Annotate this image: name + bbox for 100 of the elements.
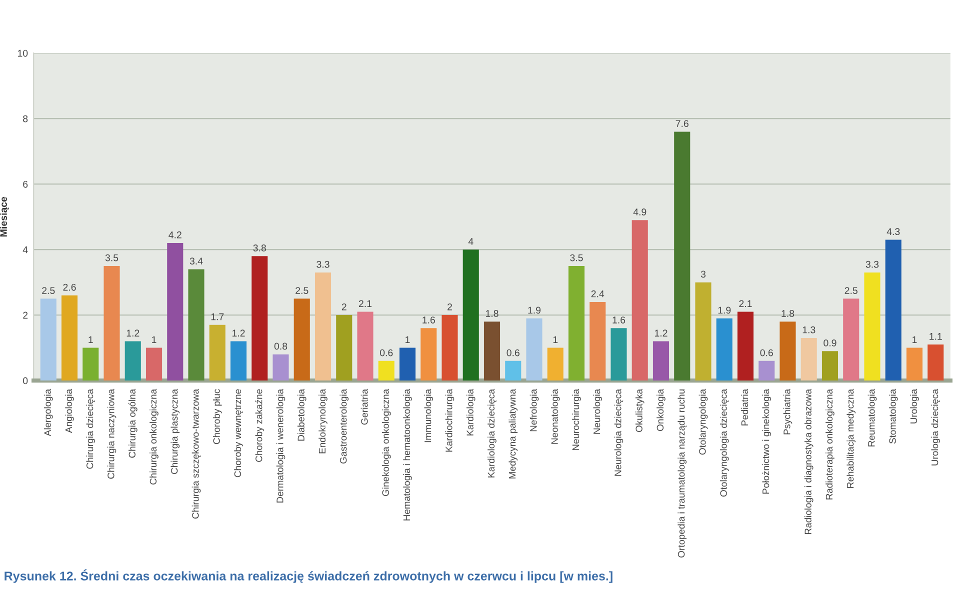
data-label: 3.5 [570,254,583,262]
bar [484,322,500,381]
bar [230,341,247,381]
bar [590,302,606,381]
bar [758,360,775,381]
bar [864,272,880,381]
x-tick-label: Otolaryngologia dziecięca [720,388,729,497]
bar [928,344,944,381]
bar [399,348,416,381]
x-tick-label: Kardiologia dziecięca [488,388,496,478]
bar [442,315,458,381]
bar [146,348,162,381]
x-tick-label: Angiologia [65,388,74,433]
x-tick-label: Nefrologia [530,388,539,432]
data-label: 1 [406,336,410,344]
bar [272,354,289,381]
x-tick-label: Radiologia i diagnostyka obrazowa [804,388,814,534]
x-tick-label: Chirurgia dziecięca [86,388,96,469]
bar [209,324,226,381]
bar [505,360,522,381]
data-label: 1 [152,336,156,344]
x-tick-label: Kardiologia [466,388,476,436]
bar [378,360,394,381]
bar [716,318,732,381]
data-label: 3 [700,270,706,278]
x-tick-label: Onkologia [656,388,666,431]
bar [526,318,542,381]
bar [462,250,479,381]
bar [822,351,838,381]
data-label: 2.6 [63,284,76,291]
data-label: 0.8 [274,342,288,350]
data-label: 0.9 [824,339,836,346]
x-tick-label: Chirurgia onkologiczna [150,388,158,484]
x-tick-label: Otolaryngologia [698,388,708,455]
data-label: 4.3 [886,228,900,236]
bar [252,256,268,381]
bar [61,295,78,381]
y-tick-label: 4 [22,246,28,254]
x-tick-label: Ginekologia onkologiczna [382,388,391,496]
x-tick-label: Medycyna paliatywna [508,388,518,478]
data-label: 3.4 [190,258,203,265]
x-tick-label: Chirurgia szczękowo-twarzowa [192,388,201,519]
x-tick-label: Kardiochirurgia [445,388,454,452]
x-tick-label: Endokrynologia [318,388,328,454]
bar [632,220,648,381]
data-label: 2.5 [844,287,858,294]
x-tick-label: Choroby płuc [212,389,222,444]
data-label: 1.7 [211,313,224,320]
bar [674,132,690,381]
x-tick-label: Neurochirurgia [572,388,581,450]
bar [885,240,902,381]
y-tick-label: 8 [23,115,28,122]
data-label: 1 [88,336,93,344]
data-label: 3.3 [866,260,879,268]
x-tick-label: Diabetologia [297,388,306,441]
data-label: 2 [448,303,452,310]
data-label: 1 [553,336,558,344]
x-tick-label: Stomatologia [888,388,898,444]
data-label: 1.9 [718,306,731,314]
x-tick-label: Chirurgia naczyniowa [107,388,116,479]
bar [314,272,332,381]
data-label: 1.1 [930,333,942,340]
x-tick-label: Choroby zakaźne [255,389,264,462]
bar [336,315,352,381]
x-tick-label: Urologia [910,388,919,424]
bar [695,282,712,381]
data-label: 3.5 [105,254,118,262]
x-tick-label: Gastroenterologia [340,388,349,464]
x-tick-label: Immunologia [424,388,434,442]
x-tick-label: Dermatologia i wenerologia [276,388,286,503]
bar [737,312,754,381]
x-tick-label: Okulistyka [635,388,644,432]
bar [188,269,204,381]
data-label: 2.4 [591,290,604,298]
bar [40,298,56,381]
bar [568,266,585,381]
data-label: 1.9 [528,306,541,314]
x-tick-label: Geriatria [360,388,368,425]
bar [124,341,141,381]
data-label: 4.9 [633,208,646,216]
x-tick-label: Położnictwo i ginekologia [762,388,772,494]
bar [843,298,860,381]
data-label: 2.1 [739,300,752,307]
data-label: 2.5 [296,287,308,294]
data-label: 0.6 [506,349,520,356]
bar [82,348,99,381]
bar [357,312,374,381]
x-tick-label: Chirurgia ogólna [128,388,138,458]
data-label: 1.8 [782,310,794,317]
data-label: 4.2 [168,231,182,238]
data-label: 3.8 [253,244,266,252]
data-label: 0.6 [760,349,773,356]
x-tick-label: Neurologia dziecięca [614,388,624,476]
bar [294,298,310,381]
data-label: 3.3 [316,260,330,268]
x-tick-label: Rehabilitacja medyczna [846,388,856,488]
bar [420,328,437,381]
data-label: 0.6 [380,349,393,356]
y-tick-label: 0 [23,377,28,384]
bar [906,348,923,381]
